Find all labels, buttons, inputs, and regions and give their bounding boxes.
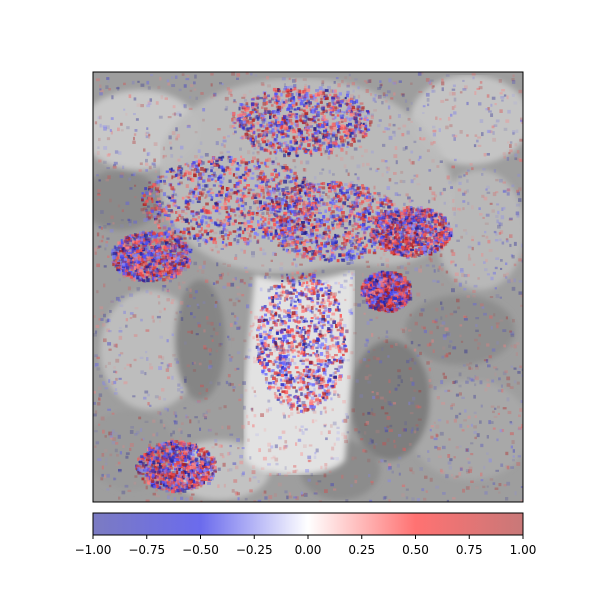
colorbar-tick-label: −1.00: [75, 543, 112, 557]
colorbar-tick-label: 0.75: [456, 543, 483, 557]
colorbar-tick-label: −0.50: [182, 543, 219, 557]
attribution-overlay: [93, 72, 523, 502]
colorbar-tick-label: −0.25: [236, 543, 273, 557]
colorbar-tick-label: 1.00: [510, 543, 537, 557]
colorbar-tick-label: 0.00: [295, 543, 322, 557]
colorbar-gradient: [93, 513, 523, 535]
image-frame: [92, 71, 524, 503]
heatmap-image: [93, 72, 523, 502]
colorbar-tick-label: 0.25: [348, 543, 375, 557]
colorbar: −1.00 −0.75 −0.50 −0.25 0.00 0.25 0.50 0.75 1.00: [75, 512, 537, 557]
foliage-background: [93, 75, 523, 500]
colorbar-tick-label: 0.50: [402, 543, 429, 557]
colorbar-tick-label: −0.75: [128, 543, 165, 557]
